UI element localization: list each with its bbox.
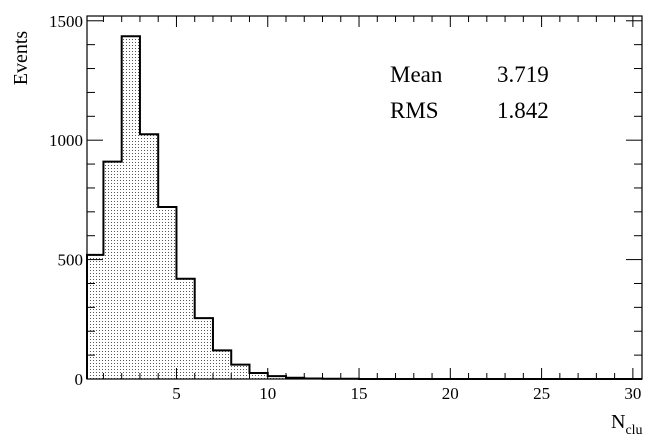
histogram-bars — [86, 35, 642, 380]
histogram-bar-1 — [103, 161, 122, 379]
x-tick-label: 15 — [351, 384, 368, 403]
y-tick-label: 0 — [75, 370, 84, 389]
histogram-bar-3 — [139, 134, 159, 379]
x-tick-label: 20 — [442, 384, 459, 403]
y-tick-label: 500 — [58, 251, 84, 270]
histogram-bar-10 — [267, 376, 286, 379]
histogram-bar-8 — [231, 364, 250, 379]
x-tick-label: 10 — [259, 384, 276, 403]
y-tick-label: 1000 — [49, 131, 83, 150]
histogram-bar-0 — [87, 254, 104, 379]
histogram-bar-4 — [158, 207, 177, 379]
histogram-bar-7 — [212, 350, 232, 379]
y-axis-title: Events — [10, 31, 32, 86]
x-axis-title-main: N — [611, 411, 625, 433]
stat-rms-value: 1.842 — [497, 98, 549, 123]
axis-ticks: 5 10 15 20 25 30 0 500 1000 1500 — [49, 12, 642, 403]
x-tick-label: 30 — [624, 384, 641, 403]
stat-mean-label: Mean — [390, 62, 443, 87]
x-tick-label: 25 — [533, 384, 550, 403]
y-tick-label: 1500 — [49, 12, 83, 31]
stats-box: Mean 3.719 RMS 1.842 — [390, 62, 549, 123]
histogram-bar-2 — [121, 36, 140, 379]
histogram-bar-6 — [194, 318, 213, 379]
histogram-bar-5 — [176, 278, 195, 379]
x-axis-title: Nclu — [611, 411, 643, 438]
stat-mean-value: 3.719 — [497, 62, 549, 87]
plot-frame — [86, 15, 643, 380]
x-axis-title-subscript: clu — [625, 423, 642, 438]
histogram-bar-9 — [249, 373, 268, 379]
x-tick-label: 5 — [172, 384, 181, 403]
stat-rms-label: RMS — [390, 98, 439, 123]
